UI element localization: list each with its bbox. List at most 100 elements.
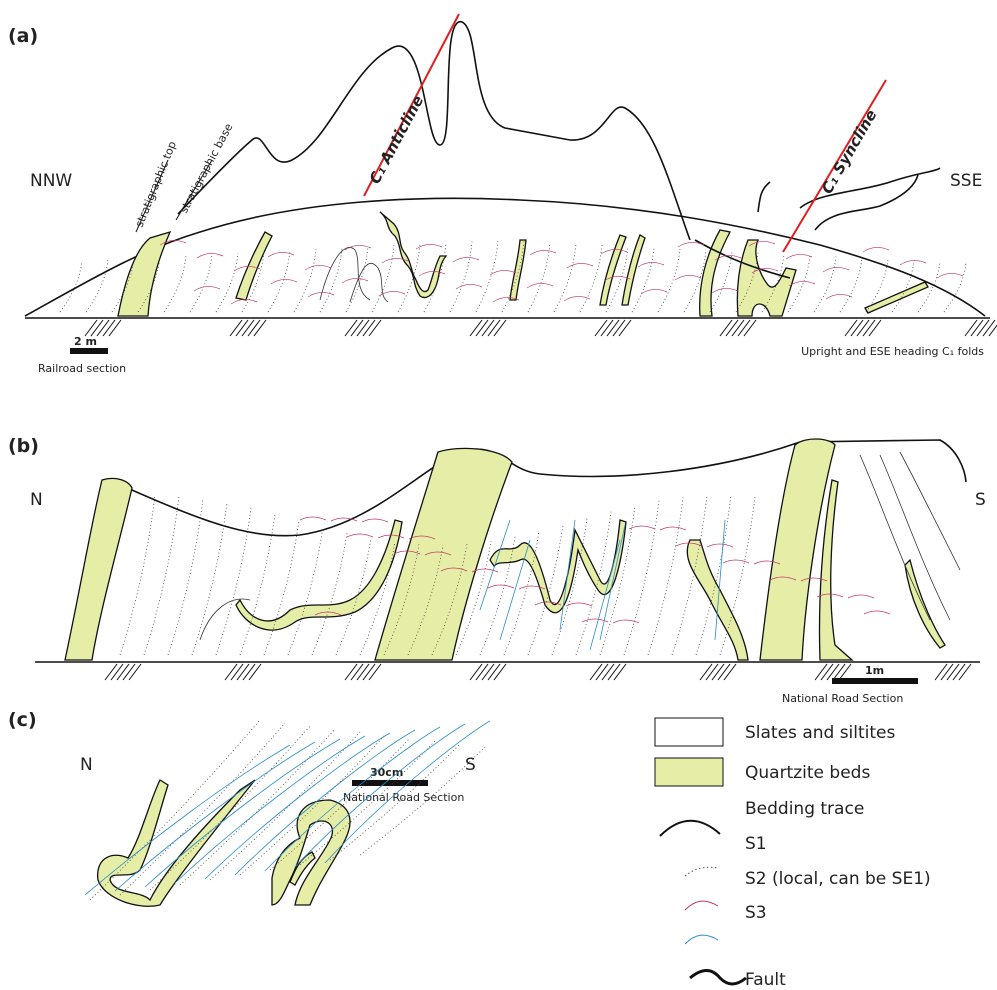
ground-hatch <box>494 664 506 680</box>
ground-hatch <box>351 320 363 336</box>
ground-hatch <box>738 320 750 336</box>
ground-hatch <box>103 320 115 336</box>
ground-hatch <box>488 664 500 680</box>
ground-hatch <box>236 320 248 336</box>
s1-cleavage <box>294 249 316 312</box>
ground-hatch <box>706 664 718 680</box>
s2-cleavage <box>723 560 749 563</box>
outcrop-outline <box>125 440 966 536</box>
quartzite-bed <box>375 448 512 660</box>
ground-hatch <box>225 664 237 680</box>
s1-cleavage <box>190 255 212 313</box>
s3-cleavage <box>590 540 620 650</box>
s1-cleavage <box>944 263 966 312</box>
s1-cleavage <box>580 245 602 312</box>
ground-hatch <box>613 320 625 336</box>
ground-hatch <box>476 664 488 680</box>
ground-hatch <box>941 664 953 680</box>
s2-cleavage <box>863 247 889 252</box>
ground-hatch <box>732 320 744 336</box>
s2-cleavage <box>342 278 368 283</box>
s2-cleavage <box>300 517 326 520</box>
s1-cleavage <box>264 520 299 655</box>
s2-cleavage <box>194 286 220 291</box>
s2-cleavage <box>488 585 514 588</box>
direction-label: N <box>30 490 43 510</box>
s2-cleavage <box>567 263 593 268</box>
ground-hatch <box>237 664 249 680</box>
s2-cleavage <box>826 294 852 299</box>
caption: National Road Section <box>343 791 464 804</box>
s1-cleavage <box>840 258 862 312</box>
s1-cleavage <box>216 508 251 655</box>
quartzite-bed <box>600 235 645 305</box>
s2-cleavage <box>490 270 516 275</box>
legend-label: S1 <box>745 834 767 854</box>
ground-hatch <box>129 664 141 680</box>
legend-label: Bedding trace <box>745 799 864 819</box>
s2-cleavage <box>786 254 812 259</box>
legend-swatch <box>685 867 718 876</box>
s1-cleavage <box>164 256 186 312</box>
ground-hatch <box>700 664 712 680</box>
ground-hatch <box>602 664 614 680</box>
legend-swatch <box>660 821 720 836</box>
quartzite-bed <box>490 520 626 613</box>
ground-hatch <box>857 320 869 336</box>
scale-bar <box>832 678 918 684</box>
ground-hatch <box>718 664 730 680</box>
s1-cleavage <box>892 261 914 312</box>
ground-hatch <box>482 320 494 336</box>
panel-label: (a) <box>8 25 38 47</box>
s2-cleavage <box>629 526 655 529</box>
ground-hatch <box>815 664 827 680</box>
s2-cleavage <box>197 253 223 258</box>
s1-cleavage <box>86 260 108 312</box>
ground-hatch <box>488 320 500 336</box>
strat-label: stratigraphic base <box>177 121 235 215</box>
quartzite-bed <box>98 780 255 906</box>
ground-hatch <box>596 664 608 680</box>
ground-hatch <box>595 320 607 336</box>
legend-swatch <box>655 758 723 786</box>
ground-hatch <box>345 320 357 336</box>
ground-hatch <box>724 664 736 680</box>
ground-hatch <box>357 320 369 336</box>
s1-cleavage <box>120 723 285 895</box>
legend-label: Slates and siltites <box>745 723 896 743</box>
syncline-label: C₁ Syncline <box>818 107 881 197</box>
ground-hatch <box>983 320 995 336</box>
ground-hatch <box>821 664 833 680</box>
ground-hatch <box>827 664 839 680</box>
s1-cleavage <box>554 244 576 312</box>
s1-cleavage <box>372 245 394 312</box>
strat-label: stratigraphic top <box>133 139 179 229</box>
ground-hatch <box>712 664 724 680</box>
ground-hatch <box>363 664 375 680</box>
s2-cleavage <box>613 620 639 623</box>
ground-hatch <box>351 664 363 680</box>
s1-cleavage <box>450 242 472 313</box>
quartzite-bed <box>905 560 945 648</box>
direction-label: SSE <box>950 171 982 191</box>
ground-hatch <box>971 320 983 336</box>
s1-cleavage <box>288 527 323 655</box>
s2-cleavage <box>848 595 874 598</box>
direction-label: S <box>465 755 476 775</box>
scale-label: 1m <box>865 664 884 677</box>
s2-cleavage <box>564 296 590 301</box>
s2-cleavage <box>660 527 686 530</box>
ground-hatch <box>482 664 494 680</box>
figure: (a) NNW SSE C₁ Anticline C₁ Syncline str… <box>0 0 997 990</box>
ground-hatch <box>242 320 254 336</box>
legend-swatch <box>655 718 723 746</box>
ground-hatch <box>357 664 369 680</box>
s2-cleavage <box>345 245 371 250</box>
direction-label: S <box>975 490 986 510</box>
anticline-label: C₁ Anticline <box>366 92 428 186</box>
s2-cleavage <box>712 288 738 293</box>
s2-cleavage <box>453 257 479 262</box>
quartzite-bed <box>820 480 853 660</box>
s3-cleavage <box>600 525 625 640</box>
s1-cleavage <box>144 496 179 655</box>
